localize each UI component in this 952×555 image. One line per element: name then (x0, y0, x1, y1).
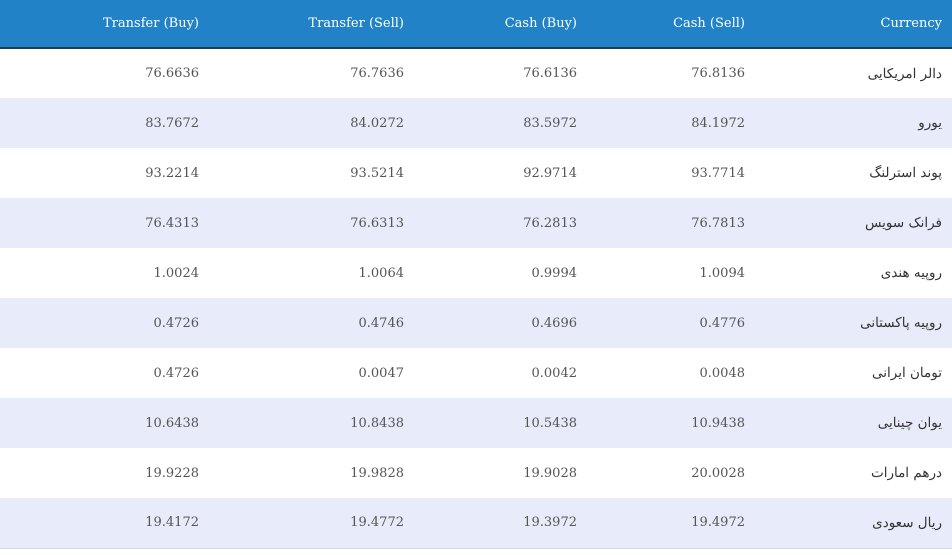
transfer-buy-cell: 0.4726 (153, 365, 200, 381)
table-row: 76.6636 76.7636 76.6136 76.8136 دالر امر… (0, 48, 952, 98)
transfer-buy-cell: 76.6636 (145, 66, 199, 81)
table-body: 76.6636 76.7636 76.6136 76.8136 دالر امر… (0, 48, 952, 549)
transfer-sell-cell: 0.4746 (358, 315, 405, 331)
table-row: 83.7672 84.0272 83.5972 84.1972 یورو (0, 98, 952, 148)
currency-cell: یوان چینایی (877, 415, 942, 431)
table-header: Transfer (Buy) Transfer (Sell) Cash (Buy… (0, 0, 952, 49)
transfer-buy-cell: 19.4172 (0, 498, 199, 549)
cash-buy-cell: 92.9714 (523, 165, 577, 181)
transfer-sell-cell: 93.5214 (350, 165, 404, 181)
currency-cell: دالر امریکایی (867, 65, 942, 82)
transfer-sell-cell: 10.8438 (350, 415, 404, 431)
cash-buy-cell: 83.5972 (523, 115, 577, 131)
table-row: 1.0024 1.0064 0.9994 1.0094 روپیه هندی (0, 248, 952, 298)
cash-buy-cell: 0.9994 (531, 265, 578, 281)
cash-buy-cell: 19.9028 (523, 465, 577, 481)
transfer-buy-cell: 93.2214 (145, 165, 199, 181)
cash-sell-cell: 93.7714 (691, 165, 745, 181)
table-row: 10.6438 10.8438 10.5438 10.9438 یوان چین… (0, 398, 952, 448)
cash-buy-cell: 19.3972 (404, 498, 577, 549)
table-row: 0.4726 0.4746 0.4696 0.4776 روپیه پاکستا… (0, 298, 952, 348)
header-cash-sell: Cash (Sell) (577, 0, 745, 49)
cash-sell-cell: 19.4972 (577, 498, 745, 549)
transfer-sell-cell: 19.4772 (199, 498, 404, 549)
cash-buy-cell: 76.2813 (523, 215, 577, 231)
header-cash-buy: Cash (Buy) (404, 0, 577, 49)
currency-cell: روپیه پاکستانی (860, 315, 942, 331)
table-row: 19.4172 19.4772 19.3972 19.4972 ریال سعو… (0, 498, 952, 549)
cash-sell-cell: 76.7813 (691, 215, 745, 231)
cash-sell-cell: 76.8136 (691, 66, 745, 81)
currency-cell: تومان ایرانی (872, 365, 942, 381)
header-transfer-buy: Transfer (Buy) (0, 0, 199, 49)
cash-sell-cell: 84.1972 (691, 115, 745, 131)
transfer-buy-cell: 83.7672 (145, 115, 199, 131)
table-row: 76.4313 76.6313 76.2813 76.7813 فرانک سو… (0, 198, 952, 248)
transfer-buy-cell: 0.4726 (153, 315, 200, 331)
table-row: 19.9228 19.9828 19.9028 20.0028 درهم اما… (0, 448, 952, 498)
table-row: 93.2214 93.5214 92.9714 93.7714 پوند است… (0, 148, 952, 198)
cash-sell-cell: 20.0028 (691, 465, 745, 481)
transfer-buy-cell: 10.6438 (145, 415, 199, 431)
transfer-sell-cell: 0.0047 (358, 365, 405, 381)
cash-sell-cell: 10.9438 (691, 415, 745, 431)
transfer-buy-cell: 19.9228 (145, 465, 199, 481)
currency-cell: پوند استرلنگ (869, 165, 942, 181)
cash-buy-cell: 0.4696 (531, 315, 578, 331)
currency-cell: یورو (918, 115, 942, 131)
table-row: 0.4726 0.0047 0.0042 0.0048 تومان ایرانی (0, 348, 952, 398)
transfer-sell-cell: 19.9828 (350, 465, 404, 481)
header-transfer-sell: Transfer (Sell) (199, 0, 404, 49)
cash-sell-cell: 0.4776 (699, 315, 746, 331)
currency-cell: ریال سعودی (745, 498, 952, 549)
cash-sell-cell: 1.0094 (699, 265, 746, 281)
transfer-sell-cell: 84.0272 (350, 115, 404, 131)
transfer-sell-cell: 76.7636 (350, 66, 404, 81)
cash-buy-cell: 10.5438 (523, 415, 577, 431)
header-currency: Currency (745, 0, 952, 49)
cash-sell-cell: 0.0048 (699, 365, 746, 381)
header-row: Transfer (Buy) Transfer (Sell) Cash (Buy… (0, 0, 952, 49)
cash-buy-cell: 0.0042 (531, 365, 578, 381)
transfer-sell-cell: 76.6313 (350, 215, 404, 231)
cash-buy-cell: 76.6136 (523, 66, 577, 81)
transfer-buy-cell: 76.4313 (145, 215, 199, 231)
transfer-sell-cell: 1.0064 (358, 265, 405, 281)
currency-cell: فرانک سویس (864, 215, 942, 231)
currency-cell: روپیه هندی (880, 265, 942, 281)
currency-cell: درهم امارات (870, 465, 942, 481)
transfer-buy-cell: 1.0024 (153, 265, 200, 281)
